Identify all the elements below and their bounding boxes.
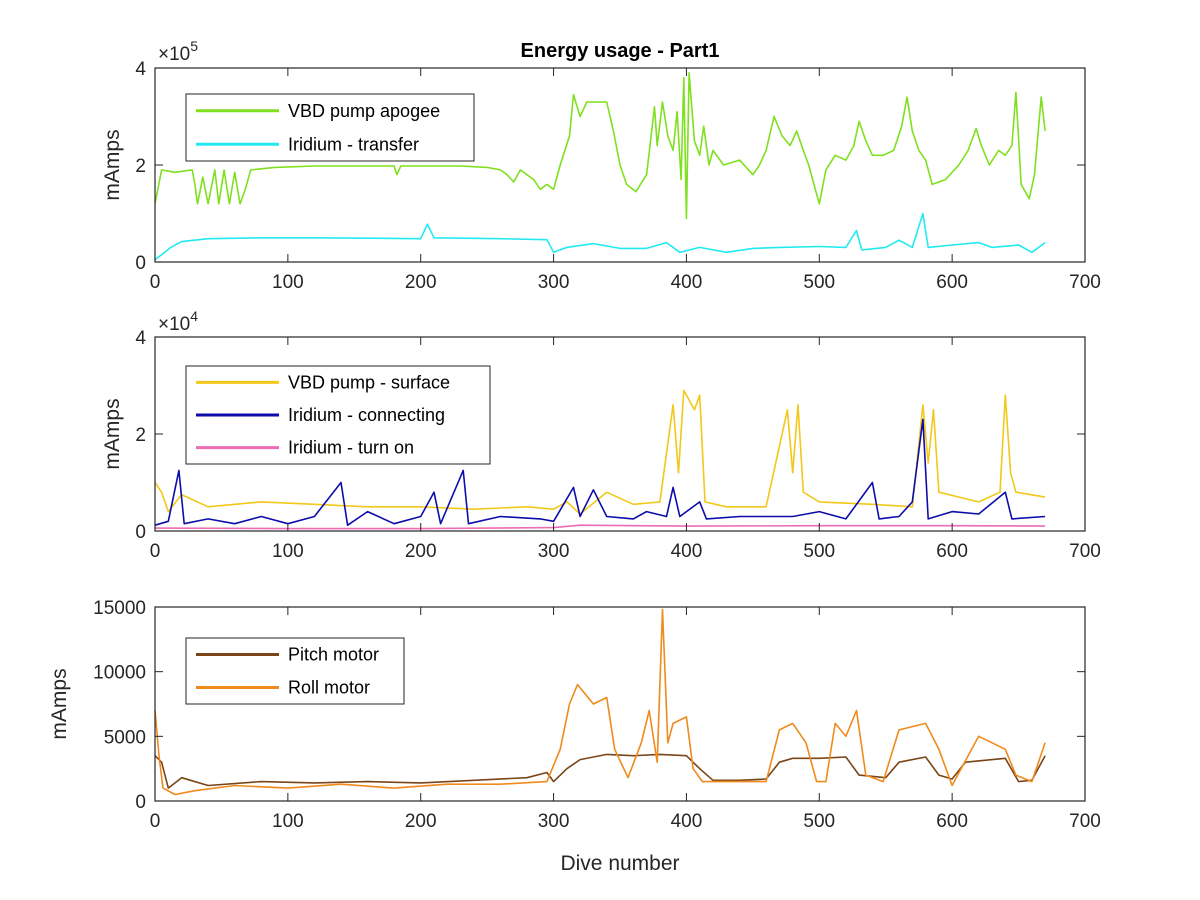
y-exponent-label: ×104 bbox=[158, 308, 198, 335]
y-tick-label: 2 bbox=[135, 425, 146, 446]
y-axis-label: mAmps bbox=[101, 129, 124, 200]
x-tick-label: 500 bbox=[803, 272, 835, 293]
x-tick-label: 600 bbox=[936, 541, 968, 562]
y-tick-label: 0 bbox=[135, 522, 146, 543]
panel-3: 0 100 200 300 400 500 600 700 0 5000 10000 15000 mA… bbox=[48, 598, 1101, 875]
y-tick-label: 4 bbox=[135, 59, 146, 80]
x-tick-label: 0 bbox=[150, 811, 161, 832]
x-tick-label: 700 bbox=[1069, 811, 1101, 832]
y-tick-label: 10000 bbox=[93, 663, 146, 684]
x-tick-label: 400 bbox=[671, 541, 703, 562]
y-tick-label: 5000 bbox=[104, 727, 146, 748]
chart-title: Energy usage - Part1 bbox=[521, 40, 720, 62]
y-tick-label: 0 bbox=[135, 792, 146, 813]
x-tick-label: 200 bbox=[405, 811, 437, 832]
series-line-vbd-pump-surface bbox=[154, 389, 1046, 515]
legend-label-iridium-turn-on: Iridium - turn on bbox=[288, 438, 414, 458]
legend-label-roll-motor: Roll motor bbox=[288, 678, 370, 698]
y-exponent-label: ×105 bbox=[158, 38, 198, 65]
legend-label-iridium-transfer: Iridium - transfer bbox=[288, 134, 419, 154]
legend-label-vbd-pump-apogee: VBD pump apogee bbox=[288, 101, 440, 121]
x-tick-label: 400 bbox=[671, 811, 703, 832]
legend-label-vbd-pump-surface: VBD pump - surface bbox=[288, 372, 450, 392]
series-line-iridium-connecting bbox=[154, 418, 1046, 526]
x-tick-label: 100 bbox=[272, 541, 304, 562]
y-axis-label: mAmps bbox=[101, 398, 124, 469]
y-tick-label: 0 bbox=[135, 253, 146, 274]
legend-label-iridium-connecting: Iridium - connecting bbox=[288, 405, 445, 425]
x-tick-label: 300 bbox=[538, 811, 570, 832]
legend-label-pitch-motor: Pitch motor bbox=[288, 645, 379, 665]
x-tick-label: 200 bbox=[405, 272, 437, 293]
x-tick-label: 300 bbox=[538, 272, 570, 293]
legend-box bbox=[185, 637, 405, 705]
x-tick-label: 0 bbox=[150, 541, 161, 562]
x-tick-label: 500 bbox=[803, 811, 835, 832]
x-axis-label: Dive number bbox=[560, 852, 679, 875]
axes-frame bbox=[154, 606, 1086, 802]
y-tick-label: 4 bbox=[135, 328, 146, 349]
y-tick-label: 15000 bbox=[93, 598, 146, 619]
x-tick-label: 100 bbox=[272, 811, 304, 832]
x-tick-label: 400 bbox=[671, 272, 703, 293]
x-tick-label: 600 bbox=[936, 811, 968, 832]
series-line-vbd-pump-apogee bbox=[154, 72, 1046, 220]
panel-2: 0 100 200 300 400 500 600 700 0 2 4 ×104 mAmps VBD… bbox=[101, 308, 1101, 562]
x-tick-label: 700 bbox=[1069, 541, 1101, 562]
x-tick-label: 600 bbox=[936, 272, 968, 293]
panel-1: 0 100 200 300 400 500 600 700 0 2 4 ×105 mAmps VBD… bbox=[101, 38, 1101, 293]
legend-box bbox=[185, 93, 475, 162]
series-line-roll-motor bbox=[154, 608, 1046, 796]
series-line-iridium-transfer bbox=[154, 212, 1046, 261]
x-tick-label: 300 bbox=[538, 541, 570, 562]
y-tick-label: 2 bbox=[135, 156, 146, 177]
x-tick-label: 100 bbox=[272, 272, 304, 293]
x-tick-label: 500 bbox=[803, 541, 835, 562]
y-axis-label: mAmps bbox=[48, 668, 71, 739]
x-tick-label: 0 bbox=[150, 272, 161, 293]
x-tick-label: 700 bbox=[1069, 272, 1101, 293]
series-line-iridium-turn-on bbox=[154, 524, 1046, 530]
x-tick-label: 200 bbox=[405, 541, 437, 562]
